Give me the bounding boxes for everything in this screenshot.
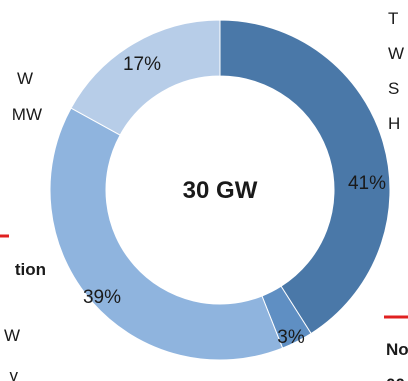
slice-label-3: 3%: [277, 327, 305, 348]
left-fragment-mw: MW: [12, 105, 42, 124]
donut-slices: [49, 19, 391, 361]
right-fragment-no: No: [386, 340, 408, 359]
slice-label-41: 41%: [348, 173, 386, 194]
donut-slice-39: [49, 107, 284, 361]
right-fragment-s: S: [388, 79, 399, 98]
left-fragment-w2: W: [4, 326, 20, 345]
donut-slice-41: [219, 19, 391, 335]
donut-slice-17: [70, 19, 221, 136]
center-label: 30 GW: [183, 177, 258, 204]
slice-label-17: 17%: [123, 54, 161, 75]
right-fragment-w: W: [388, 44, 404, 63]
right-fragment-00: 00: [386, 375, 405, 381]
left-fragment-w1: W: [17, 69, 33, 88]
right-fragment-h: H: [388, 114, 400, 133]
slice-label-39: 39%: [83, 287, 121, 308]
right-fragment-t: T: [388, 9, 398, 28]
left-fragment-tion: tion: [15, 260, 46, 279]
left-fragment-v: v: [10, 366, 19, 381]
